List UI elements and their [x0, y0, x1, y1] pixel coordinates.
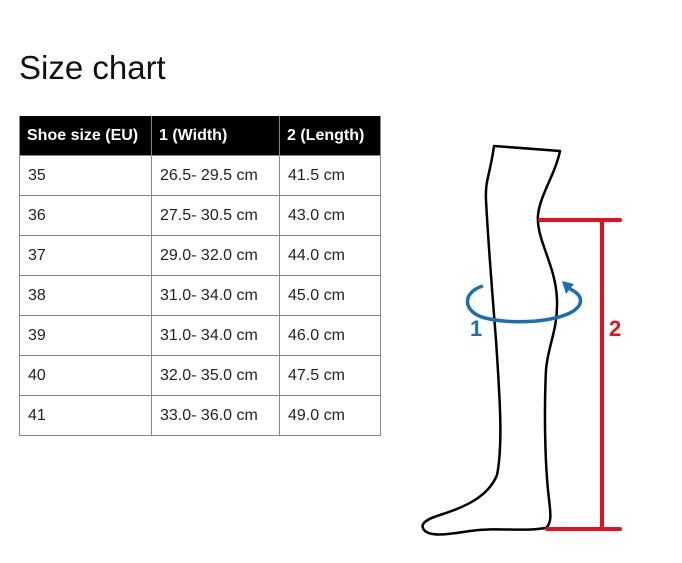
table-cell: 41: [19, 395, 152, 436]
table-row: 41 33.0- 36.0 cm 49.0 cm: [19, 395, 381, 436]
page-title: Size chart: [19, 49, 166, 86]
table-cell: 47.5 cm: [279, 355, 381, 396]
table-cell: 39: [19, 315, 152, 356]
table-cell: 26.5- 29.5 cm: [151, 155, 280, 196]
table-cell: 32.0- 35.0 cm: [151, 355, 280, 396]
table-row: 40 32.0- 35.0 cm 47.5 cm: [19, 355, 381, 396]
size-table: Shoe size (EU) 1 (Width) 2 (Length) 35 26…: [19, 116, 381, 436]
column-header: 1 (Width): [151, 116, 280, 156]
table-header-row: Shoe size (EU) 1 (Width) 2 (Length): [19, 116, 381, 156]
table-cell: 43.0 cm: [279, 195, 381, 236]
column-header: 2 (Length): [279, 116, 381, 156]
table-cell: 46.0 cm: [279, 315, 381, 356]
width-measure-arrow: [465, 281, 583, 324]
length-measure-bracket: [538, 218, 622, 531]
table-cell: 49.0 cm: [279, 395, 381, 436]
table-cell: 40: [19, 355, 152, 396]
length-label: 2: [609, 316, 621, 341]
table-cell: 27.5- 30.5 cm: [151, 195, 280, 236]
table-cell: 29.0- 32.0 cm: [151, 235, 280, 276]
leg-outline: [421, 144, 562, 536]
width-label: 1: [470, 316, 482, 341]
column-header: Shoe size (EU): [19, 116, 152, 156]
table-row: 39 31.0- 34.0 cm 46.0 cm: [19, 315, 381, 356]
table-cell: 33.0- 36.0 cm: [151, 395, 280, 436]
table-cell: 31.0- 34.0 cm: [151, 315, 280, 356]
